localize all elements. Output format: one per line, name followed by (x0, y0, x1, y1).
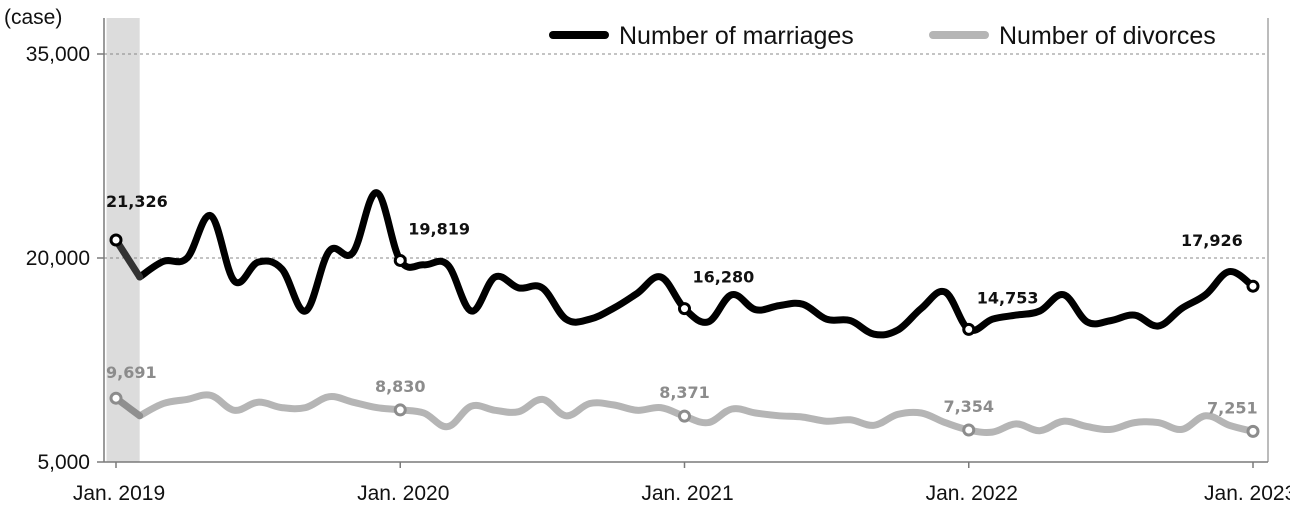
data-label-marriages: 21,326 (106, 192, 168, 211)
x-tick-label: Jan. 2020 (357, 482, 449, 505)
data-point-divorces (678, 409, 691, 423)
data-point-divorces (962, 423, 976, 437)
x-tick-label: Jan. 2023p (1204, 482, 1290, 505)
legend: Number of marriages Number of divorces (549, 22, 1216, 50)
data-label-divorces: 7,251 (1207, 398, 1258, 417)
data-label-marriages: 19,819 (408, 219, 470, 238)
data-point-divorces (109, 391, 123, 405)
data-labels: 21,326 19,819 16,280 14,753 17,926 9,691 8,830… (106, 192, 1260, 438)
series-line-divorces (136, 391, 1257, 436)
x-tick-label: Jan. 2019 (73, 482, 165, 505)
legend-label-divorces: Number of divorces (999, 22, 1216, 50)
y-tick-label: 5,000 (37, 451, 90, 474)
gridlines (104, 53, 1268, 259)
data-label-marriages: 16,280 (693, 268, 755, 287)
data-point-marriages (678, 302, 691, 316)
data-point-divorces (1246, 424, 1260, 438)
series-line-marriages (136, 189, 1257, 339)
y-tick-label: 35,000 (26, 43, 90, 66)
y-tick-label: 20,000 (26, 247, 90, 270)
data-point-divorces (393, 403, 407, 417)
legend-label-marriages: Number of marriages (619, 22, 854, 50)
data-point-marriages (1246, 279, 1260, 293)
data-point-marriages (109, 233, 123, 247)
y-tick-labels: 35,000 20,000 5,000 (26, 43, 104, 474)
data-label-divorces: 8,830 (375, 377, 426, 396)
y-unit-label: (case) (4, 6, 62, 29)
data-label-divorces: 8,371 (659, 383, 710, 402)
x-tick-labels: Jan. 2019 Jan. 2020 Jan. 2021 Jan. 2022 Jan.… (73, 462, 1290, 505)
data-label-marriages: 14,753 (977, 288, 1039, 307)
x-tick-label: Jan. 2021 (641, 482, 733, 505)
data-label-marriages: 17,926 (1181, 231, 1243, 250)
data-point-marriages (393, 253, 407, 267)
data-point-marriages (962, 322, 976, 336)
x-tick-label: Jan. 2022 (926, 482, 1018, 505)
data-label-divorces: 7,354 (943, 397, 994, 416)
data-label-divorces: 9,691 (106, 363, 157, 382)
